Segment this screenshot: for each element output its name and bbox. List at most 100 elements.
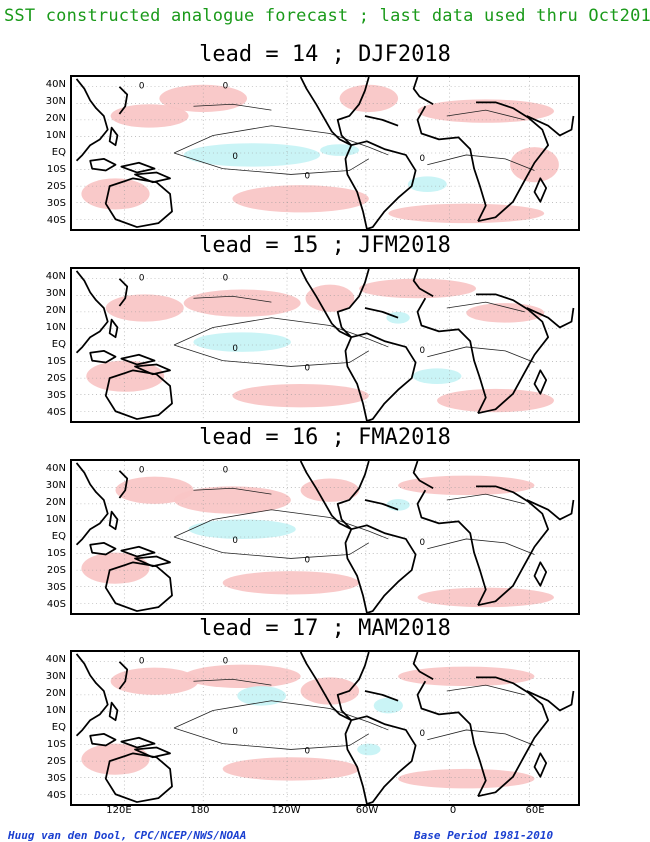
latitude-label: 10N — [45, 130, 66, 141]
author-credit: Huug van den Dool, CPC/NCEP/NWS/NOAA — [8, 829, 247, 842]
panel-title: lead = 16 ; FMA2018 — [199, 425, 451, 450]
coastline — [476, 101, 550, 223]
zero-contour — [427, 154, 535, 171]
zero-contour — [427, 346, 535, 363]
coastline — [89, 541, 117, 556]
warm-anomaly-area — [398, 768, 535, 789]
contour-label: 0 — [139, 466, 145, 476]
latitude-label: 10N — [45, 322, 66, 333]
latitude-label: 10S — [46, 164, 66, 175]
sst-anomaly-map: 0 0 0 0 0 — [70, 650, 580, 806]
cool-anomaly-area — [183, 143, 321, 167]
latitude-label: 10S — [46, 548, 66, 559]
coastline — [89, 157, 117, 172]
warm-anomaly-area — [232, 185, 369, 213]
coastline — [134, 171, 171, 184]
warm-anomaly-area — [110, 667, 199, 695]
cool-anomaly-area — [412, 368, 462, 384]
panel-title: lead = 14 ; DJF2018 — [199, 42, 451, 67]
latitude-label: EQ — [51, 531, 66, 542]
zero-contour — [173, 536, 370, 559]
zero-contour — [173, 700, 389, 731]
latitude-label: 20S — [46, 756, 66, 767]
contour-label: 0 — [139, 657, 145, 667]
warm-anomaly-area — [388, 203, 545, 224]
zero-contour — [173, 509, 389, 540]
warm-anomaly-area — [81, 178, 150, 210]
contour-label: 0 — [232, 344, 238, 354]
latitude-label: 40N — [45, 463, 66, 474]
latitude-label: EQ — [51, 722, 66, 733]
cool-anomaly-area — [357, 743, 381, 756]
latitude-label: 30N — [45, 480, 66, 491]
zero-contour — [173, 317, 389, 348]
cool-anomaly-area — [407, 176, 447, 192]
warm-anomaly-area — [398, 475, 535, 496]
latitude-label: 20S — [46, 373, 66, 384]
contour-label: 0 — [420, 346, 426, 356]
cool-anomaly-area — [188, 519, 296, 539]
coastline — [336, 77, 370, 146]
coastline — [108, 701, 119, 722]
warm-anomaly-area — [359, 278, 477, 299]
coastline — [118, 661, 129, 690]
sst-anomaly-map: 0 0 0 0 0 — [70, 267, 580, 423]
coastline — [344, 144, 368, 229]
coastline — [533, 369, 548, 395]
zero-contour — [173, 727, 370, 750]
latitude-label: 30N — [45, 288, 66, 299]
warm-anomaly-area — [159, 84, 248, 113]
zero-contour — [173, 125, 389, 156]
latitude-label: 20N — [45, 113, 66, 124]
panel-title: lead = 15 ; JFM2018 — [199, 233, 451, 258]
warm-anomaly-area — [222, 757, 360, 781]
coastline — [75, 653, 109, 737]
contour-label: 0 — [420, 154, 426, 164]
coastline — [412, 461, 434, 490]
warm-anomaly-area — [183, 664, 301, 689]
coastline — [89, 349, 117, 364]
contour-label: 0 — [223, 274, 229, 284]
warm-anomaly-area — [183, 289, 301, 317]
cool-anomaly-area — [373, 697, 403, 714]
coastline — [412, 652, 434, 681]
longitude-label: 120W — [271, 805, 301, 816]
warm-anomaly-area — [300, 478, 360, 502]
coastline — [120, 161, 156, 174]
coastline — [120, 353, 156, 366]
coastline — [526, 499, 575, 521]
contour-label: 0 — [223, 466, 229, 476]
coastline — [299, 269, 352, 338]
latitude-label: EQ — [51, 339, 66, 350]
coastline — [364, 115, 399, 127]
warm-anomaly-area — [86, 360, 165, 392]
zero-contour — [193, 103, 272, 111]
longitude-label: 60W — [355, 805, 379, 816]
latitude-label: 20N — [45, 688, 66, 699]
figure-title: SST constructed analogue forecast ; last… — [4, 6, 650, 26]
contour-label: 0 — [305, 363, 311, 373]
coastline — [104, 369, 173, 420]
latitude-label: 10N — [45, 514, 66, 525]
contour-label: 0 — [232, 152, 238, 162]
coastline — [134, 363, 171, 376]
coastline — [344, 528, 368, 613]
zero-contour — [193, 487, 272, 495]
longitude-label: 0 — [449, 805, 457, 816]
contour-label: 0 — [139, 274, 145, 284]
coastline — [351, 140, 417, 229]
coastline — [104, 561, 173, 612]
coastline — [364, 307, 399, 319]
zero-contour — [193, 678, 272, 686]
warm-anomaly-area — [305, 284, 355, 312]
coastline — [299, 652, 352, 721]
coastline — [299, 461, 352, 530]
coastline — [526, 115, 575, 137]
coastline — [108, 126, 119, 147]
contour-label: 0 — [420, 729, 426, 739]
latitude-label: 40N — [45, 271, 66, 282]
map-canvas: 0 0 0 0 0 — [75, 461, 575, 613]
coastline — [118, 86, 129, 115]
coastline — [526, 307, 575, 329]
warm-anomaly-area — [173, 486, 291, 514]
